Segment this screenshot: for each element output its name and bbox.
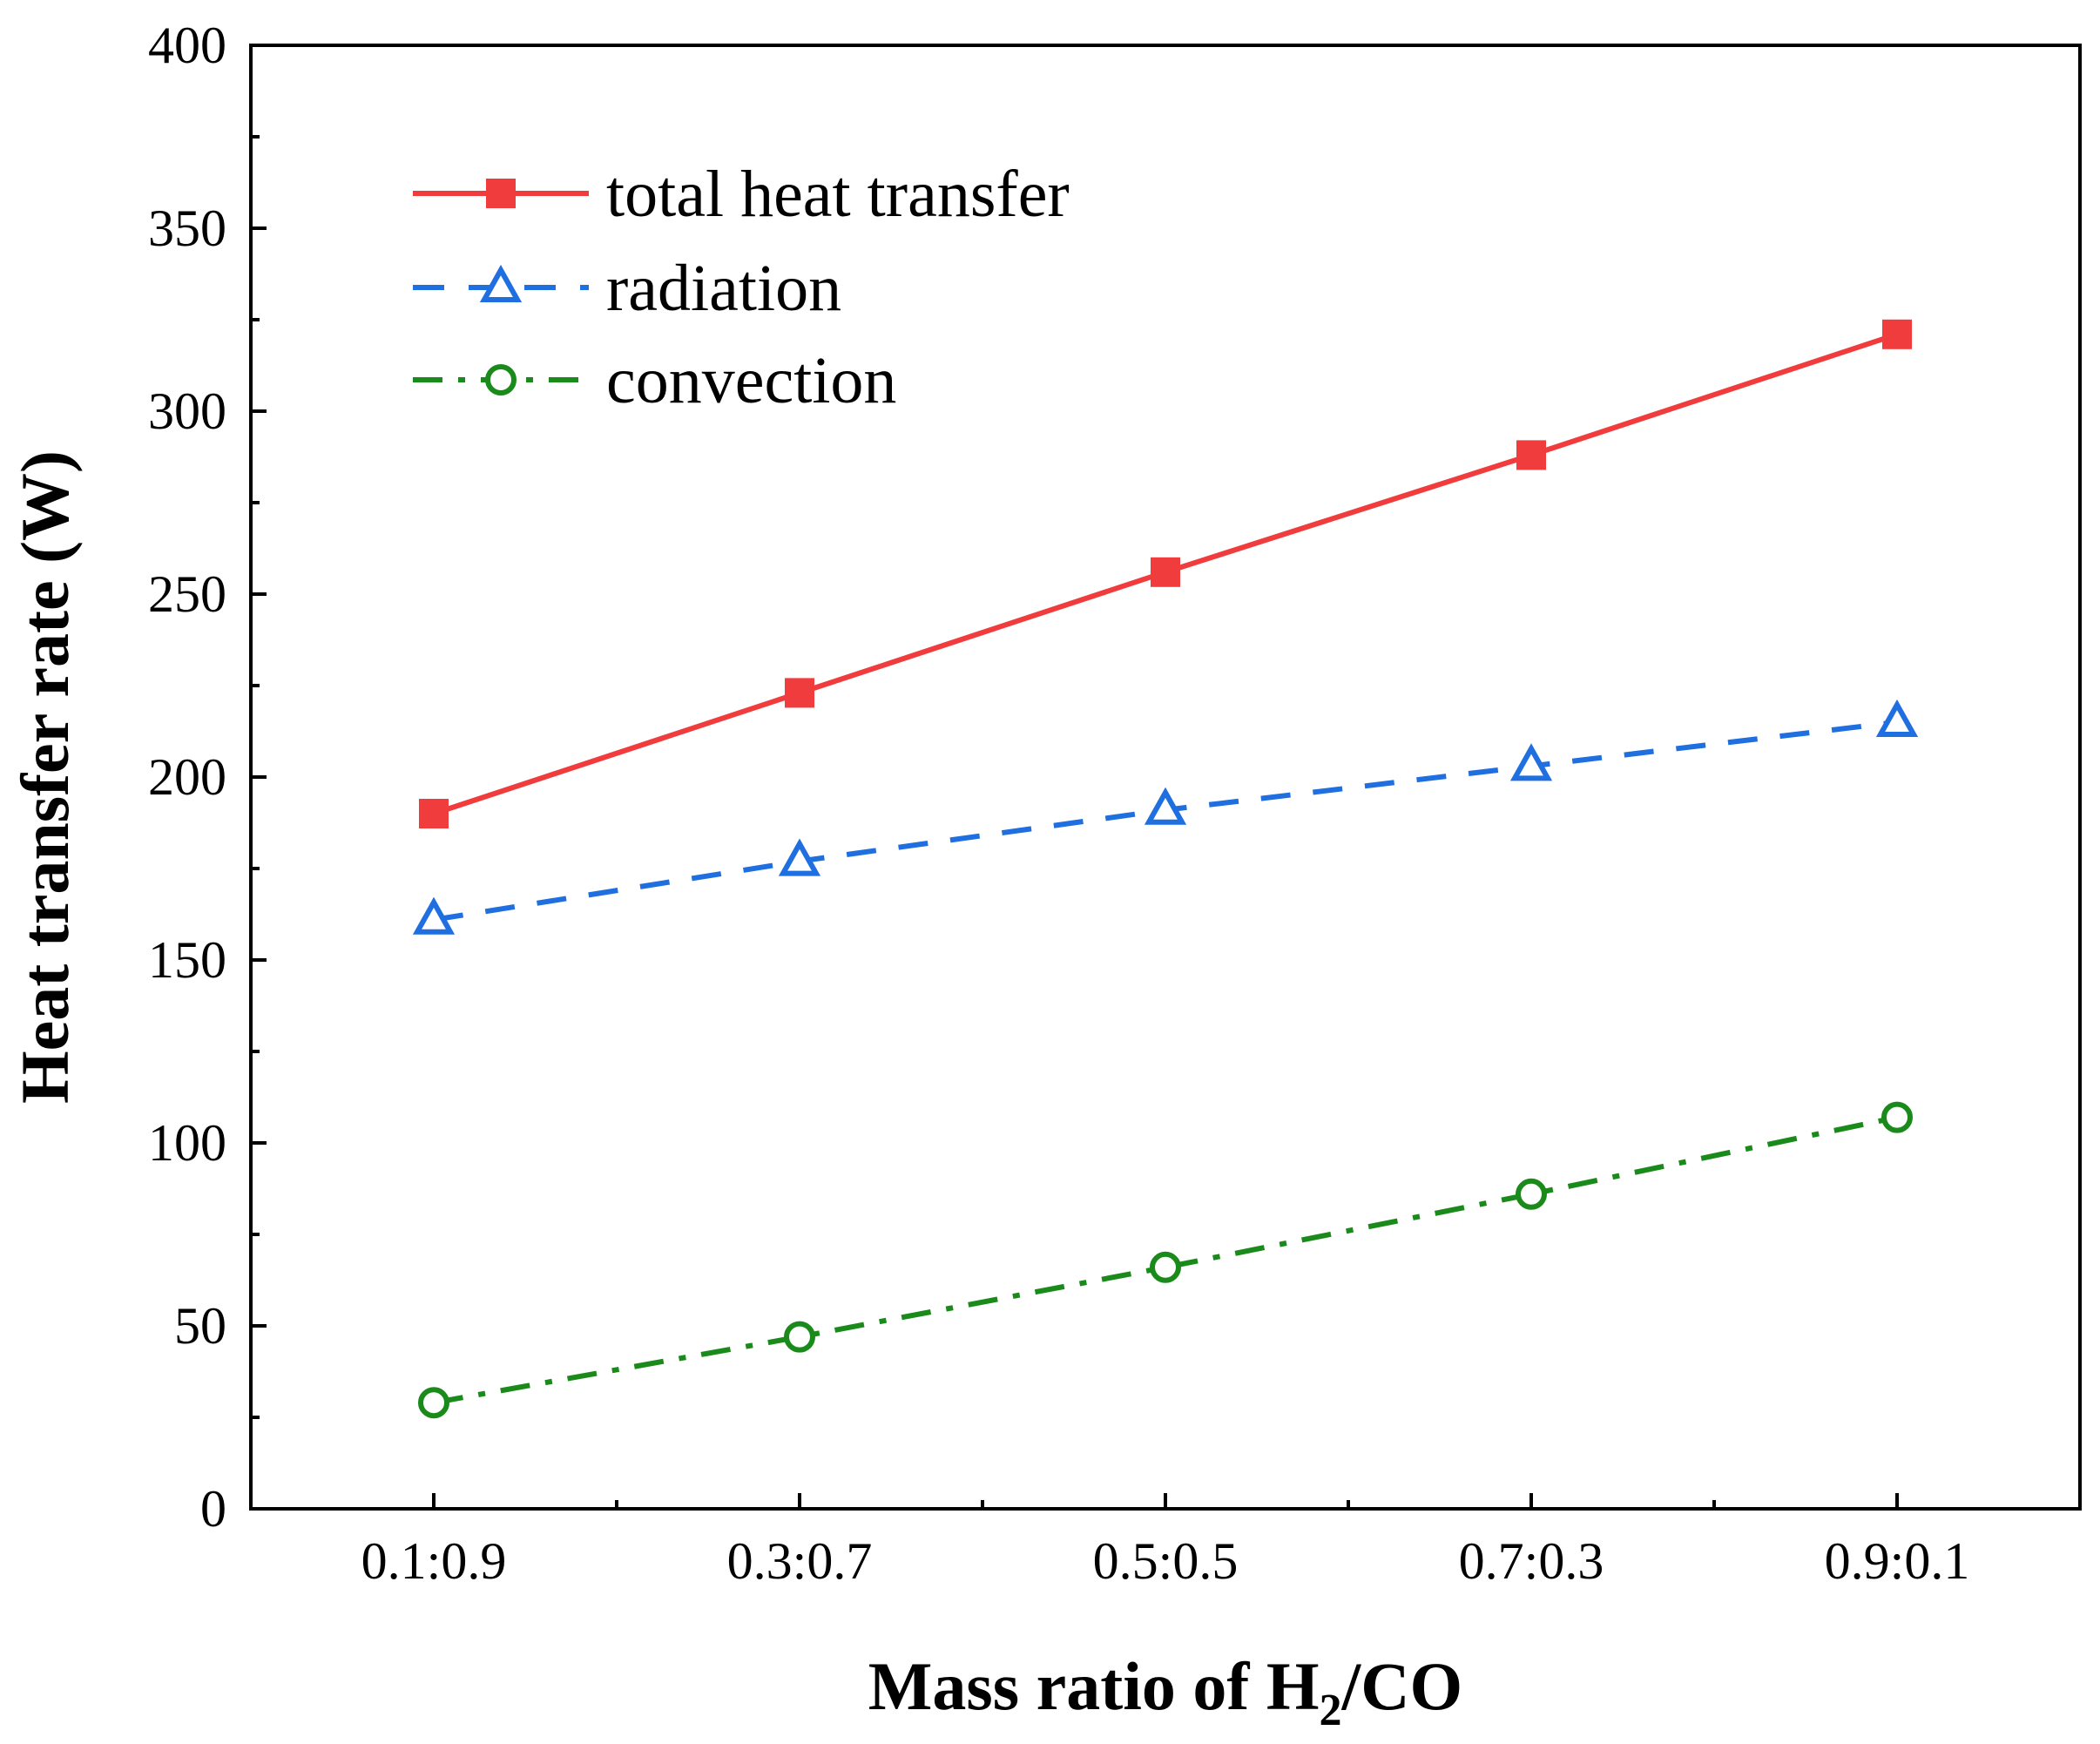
plot-frame (249, 44, 2082, 1511)
legend-marker (486, 179, 516, 208)
y-tick-label: 50 (174, 1297, 226, 1355)
y-axis-title: Heat transfer rate (W) (7, 450, 83, 1104)
y-tick-label: 0 (200, 1480, 226, 1538)
data-point (419, 799, 449, 828)
data-point (1882, 319, 1912, 349)
data-point (412, 896, 456, 935)
x-tick-label: 0.1:0.9 (361, 1532, 507, 1590)
x-tick-label: 0.5:0.5 (1093, 1532, 1239, 1590)
series-convection (418, 1101, 1913, 1419)
y-tick-label: 150 (148, 931, 226, 989)
data-point (1509, 743, 1553, 781)
x-tick-label: 0.7:0.3 (1459, 1532, 1604, 1590)
data-point (418, 1387, 449, 1419)
x-axis: 0.1:0.9 0.3:0.7 0.5:0.5 0.7:0.3 0.9:0.1 (361, 1493, 1970, 1590)
legend-label: total heat transfer (606, 158, 1070, 231)
legend-marker (479, 264, 523, 302)
legend-label: convection (606, 344, 896, 417)
legend-item: radiation (413, 252, 841, 325)
legend-marker (485, 364, 517, 395)
y-axis: 0 50 100 150 200 250 300 350 400 (148, 17, 267, 1538)
data-point (1881, 1101, 1913, 1133)
series-layer (412, 319, 1919, 1419)
series-total-heat-transfer (419, 319, 1912, 828)
x-axis-title: Mass ratio of H2/CO (868, 1648, 1462, 1735)
y-tick-label: 300 (148, 382, 226, 440)
data-point (1144, 787, 1187, 825)
y-tick-label: 400 (148, 17, 226, 74)
data-point (1150, 1251, 1181, 1283)
y-tick-label: 350 (148, 199, 226, 257)
data-point (778, 838, 821, 876)
legend: total heat transfer radiation convection (413, 158, 1070, 417)
x-tick-label: 0.3:0.7 (727, 1532, 873, 1590)
data-point (785, 678, 814, 708)
data-point (1516, 440, 1546, 470)
x-axis-title-tail: /CO (1341, 1648, 1463, 1724)
x-tick-label: 0.9:0.1 (1825, 1532, 1970, 1590)
series-line (433, 1114, 1898, 1406)
data-point (1875, 699, 1919, 737)
x-axis-title-main: Mass ratio of H (868, 1648, 1320, 1724)
y-tick-label: 100 (148, 1114, 226, 1172)
x-axis-title-subscript: 2 (1320, 1686, 1342, 1735)
legend-item: convection (413, 344, 896, 417)
y-tick-label: 200 (148, 748, 226, 806)
legend-item: total heat transfer (413, 158, 1070, 231)
data-point (784, 1321, 815, 1353)
series-radiation (412, 699, 1919, 935)
data-point (1516, 1178, 1547, 1210)
y-tick-label: 250 (148, 565, 226, 623)
legend-label: radiation (606, 252, 841, 325)
data-point (1151, 557, 1180, 587)
